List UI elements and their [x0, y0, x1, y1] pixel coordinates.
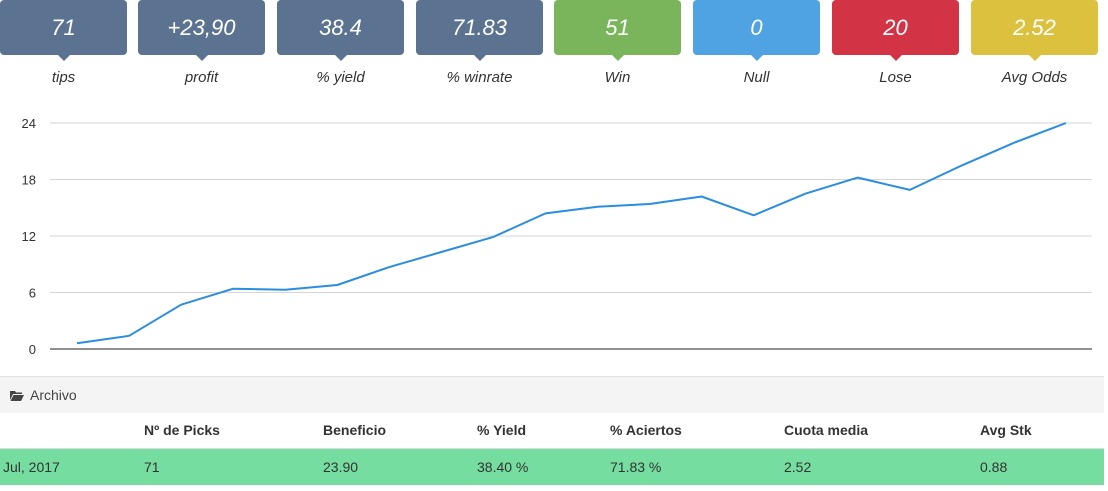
stats-bar: 71 tips +23,90 profit 38.4 % yield 71.83…: [0, 0, 1108, 100]
cell-picks: 71: [144, 458, 160, 475]
stat-yield-box: 38.4: [277, 0, 404, 61]
cell-beneficio: 23.90: [323, 458, 359, 475]
stat-yield-label: % yield: [316, 69, 365, 86]
stat-tips-box: 71: [0, 0, 127, 61]
stat-profit: +23,90 profit: [138, 0, 265, 86]
stat-avg-odds: 2.52 Avg Odds: [971, 0, 1098, 86]
y-tick-label: 24: [22, 116, 36, 131]
col-header-aciertos: % Aciertos: [610, 412, 784, 449]
cell-period: Jul, 2017: [3, 458, 60, 475]
stat-win-label: Win: [604, 69, 631, 86]
stat-win: 51 Win: [554, 0, 681, 86]
cell-cuota-media: 2.52: [784, 458, 812, 475]
stat-lose-label: Lose: [879, 69, 912, 86]
col-header-period: [0, 412, 144, 449]
stat-yield: 38.4 % yield: [277, 0, 404, 86]
stat-avg-odds-label: Avg Odds: [1001, 69, 1068, 86]
col-header-cuota-media: Cuota media: [784, 412, 980, 449]
archive-table: Nº de Picks Beneficio % Yield % Aciertos…: [0, 412, 1104, 485]
profit-chart: 0 6 12 18 24: [0, 104, 1108, 368]
folder-open-icon: [10, 390, 24, 401]
archivo-label: Archivo: [30, 387, 77, 403]
stat-tips: 71 tips: [0, 0, 127, 86]
profit-line-chart: 0 6 12 18 24: [22, 116, 1092, 357]
stat-profit-box: +23,90: [138, 0, 265, 61]
archivo-header[interactable]: Archivo: [0, 376, 1104, 413]
series-line: [76, 122, 1067, 345]
stat-tips-label: tips: [51, 69, 76, 86]
stat-winrate: 71.83 % winrate: [416, 0, 543, 86]
stat-win-box: 51: [554, 0, 681, 61]
stat-null: 0 Null: [693, 0, 820, 86]
table-row[interactable]: Jul, 2017 71 23.90 38.40 % 71.83 % 2.52 …: [0, 448, 1104, 485]
y-tick-label: 6: [29, 286, 36, 301]
stat-null-label: Null: [743, 69, 770, 86]
cell-avg-stk: 0.88: [980, 458, 1008, 475]
stat-lose-box: 20: [832, 0, 959, 61]
col-header-picks: Nº de Picks: [144, 412, 323, 449]
col-header-avg-stk: Avg Stk: [980, 412, 1104, 449]
stat-winrate-label: % winrate: [446, 69, 513, 86]
y-tick-label: 18: [22, 173, 36, 188]
cell-yield: 38.40 %: [477, 458, 529, 475]
cell-aciertos: 71.83 %: [610, 458, 662, 475]
stat-winrate-box: 71.83: [416, 0, 543, 61]
stat-profit-label: profit: [184, 69, 219, 86]
col-header-beneficio: Beneficio: [323, 412, 477, 449]
stat-lose: 20 Lose: [832, 0, 959, 86]
stat-avg-odds-box: 2.52: [971, 0, 1098, 61]
y-tick-label: 12: [22, 229, 36, 244]
stat-null-box: 0: [693, 0, 820, 61]
col-header-yield: % Yield: [477, 412, 610, 449]
y-tick-label: 0: [29, 342, 36, 357]
table-header-row: Nº de Picks Beneficio % Yield % Aciertos…: [0, 412, 1104, 449]
